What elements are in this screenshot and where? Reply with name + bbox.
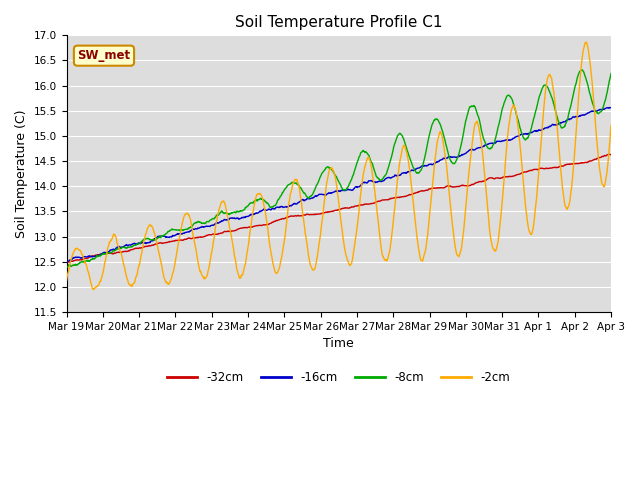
Y-axis label: Soil Temperature (C): Soil Temperature (C): [15, 109, 28, 238]
Legend: -32cm, -16cm, -8cm, -2cm: -32cm, -16cm, -8cm, -2cm: [163, 367, 515, 389]
X-axis label: Time: Time: [323, 337, 354, 350]
Title: Soil Temperature Profile C1: Soil Temperature Profile C1: [235, 15, 442, 30]
Text: SW_met: SW_met: [77, 49, 131, 62]
